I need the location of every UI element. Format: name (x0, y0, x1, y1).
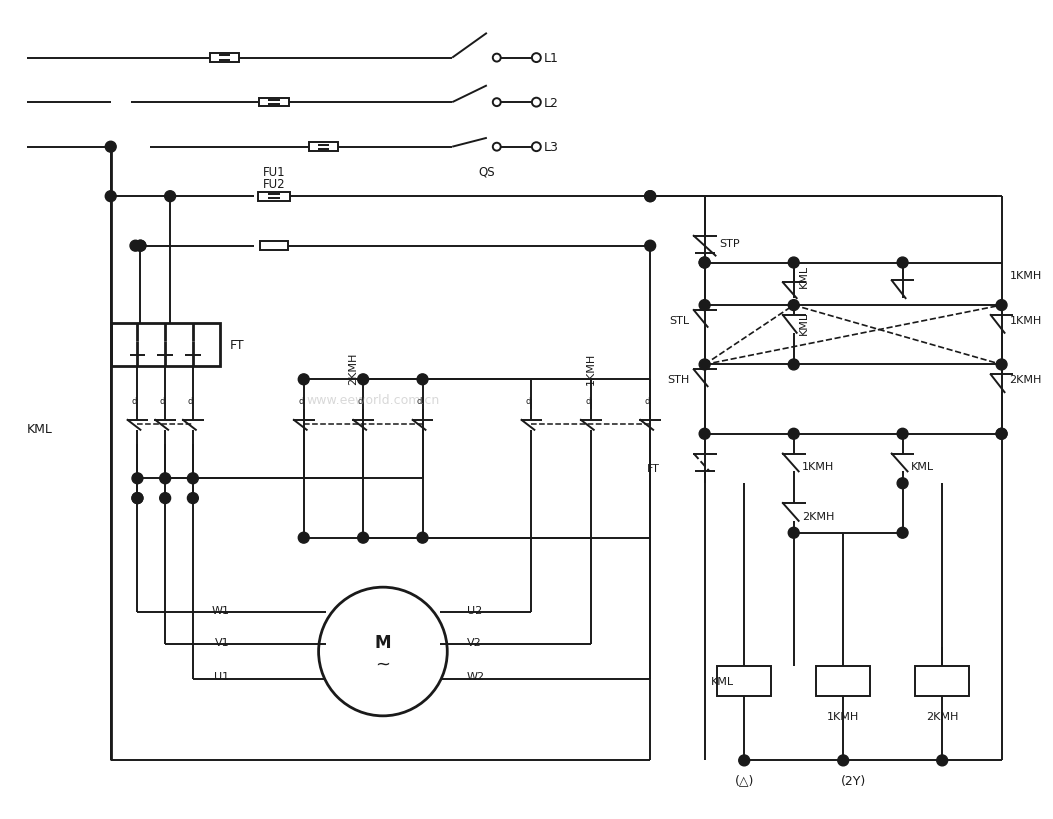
Circle shape (789, 429, 799, 440)
Text: www.eeworld.com.cn: www.eeworld.com.cn (306, 393, 440, 406)
Text: d: d (357, 396, 363, 405)
Circle shape (996, 429, 1007, 440)
Bar (915, 667, 970, 696)
Text: KML: KML (798, 312, 809, 335)
Text: U1: U1 (215, 672, 230, 681)
Circle shape (417, 532, 428, 544)
Circle shape (644, 241, 656, 251)
Text: d: d (644, 396, 650, 405)
Circle shape (937, 755, 948, 766)
Circle shape (105, 192, 116, 202)
Text: 1KMH: 1KMH (827, 711, 859, 721)
Text: KML: KML (26, 423, 53, 436)
Circle shape (132, 493, 143, 504)
Text: 2KMH: 2KMH (801, 511, 834, 521)
Text: W1: W1 (212, 605, 230, 615)
Circle shape (699, 429, 710, 440)
Text: STH: STH (668, 375, 690, 385)
Circle shape (699, 258, 710, 269)
Text: KML: KML (798, 265, 809, 287)
Circle shape (132, 493, 143, 504)
Text: d: d (417, 396, 422, 405)
Circle shape (187, 473, 198, 484)
Bar (816, 667, 871, 696)
Circle shape (160, 493, 171, 504)
Circle shape (644, 192, 656, 202)
Text: STP: STP (719, 238, 740, 248)
Text: L3: L3 (543, 141, 558, 154)
Text: L1: L1 (543, 52, 558, 65)
Circle shape (897, 478, 908, 489)
Circle shape (358, 532, 369, 544)
Bar (260, 242, 287, 251)
Text: 2KMH: 2KMH (926, 711, 958, 721)
Bar (258, 192, 290, 201)
Text: 2KMH: 2KMH (349, 352, 358, 385)
Bar (210, 54, 239, 63)
Text: W2: W2 (468, 672, 485, 681)
Circle shape (699, 360, 710, 370)
Text: 1KMH: 1KMH (801, 462, 834, 472)
Circle shape (187, 493, 198, 504)
Circle shape (739, 755, 750, 766)
Text: V2: V2 (468, 637, 482, 647)
Bar (717, 667, 772, 696)
Circle shape (132, 473, 143, 484)
Text: d: d (298, 396, 303, 405)
Bar (259, 99, 289, 107)
Text: 1KMH: 1KMH (1010, 315, 1041, 325)
Circle shape (699, 258, 710, 269)
Text: STL: STL (670, 315, 690, 325)
Text: d: d (159, 396, 165, 405)
Circle shape (789, 258, 799, 269)
Circle shape (996, 301, 1007, 311)
Circle shape (135, 241, 146, 251)
Circle shape (838, 755, 849, 766)
Text: ~: ~ (376, 654, 391, 672)
Text: KML: KML (711, 676, 734, 686)
Text: (2Y): (2Y) (840, 774, 866, 787)
Bar (111, 324, 220, 367)
Circle shape (298, 374, 310, 385)
Circle shape (789, 527, 799, 539)
Text: d: d (132, 396, 137, 405)
Text: QS: QS (478, 165, 495, 179)
Text: (△): (△) (735, 774, 754, 787)
Bar (309, 143, 338, 152)
Text: U2: U2 (468, 605, 482, 615)
Circle shape (358, 374, 369, 385)
Circle shape (897, 527, 908, 539)
Text: L2: L2 (543, 97, 558, 110)
Circle shape (789, 301, 799, 311)
Circle shape (699, 301, 710, 311)
Text: 1KMH: 1KMH (1010, 271, 1041, 281)
Text: 1KMH: 1KMH (585, 352, 596, 385)
Circle shape (105, 142, 116, 153)
Circle shape (160, 473, 171, 484)
Circle shape (644, 192, 656, 202)
Circle shape (789, 360, 799, 370)
Text: V1: V1 (215, 637, 230, 647)
Circle shape (164, 192, 176, 202)
Circle shape (135, 241, 146, 251)
Circle shape (417, 374, 428, 385)
Text: FU2: FU2 (263, 178, 285, 191)
Text: M: M (375, 633, 391, 651)
Text: KML: KML (911, 462, 934, 472)
Text: d: d (187, 396, 193, 405)
Text: 2KMH: 2KMH (1010, 375, 1041, 385)
Text: FT: FT (230, 339, 244, 351)
Text: d: d (585, 396, 591, 405)
Circle shape (897, 429, 908, 440)
Circle shape (996, 360, 1007, 370)
Text: FU1: FU1 (263, 165, 285, 179)
Text: d: d (525, 396, 531, 405)
Text: FT: FT (648, 464, 660, 474)
Circle shape (298, 532, 310, 544)
Circle shape (897, 258, 908, 269)
Circle shape (996, 429, 1007, 440)
Circle shape (130, 241, 141, 251)
